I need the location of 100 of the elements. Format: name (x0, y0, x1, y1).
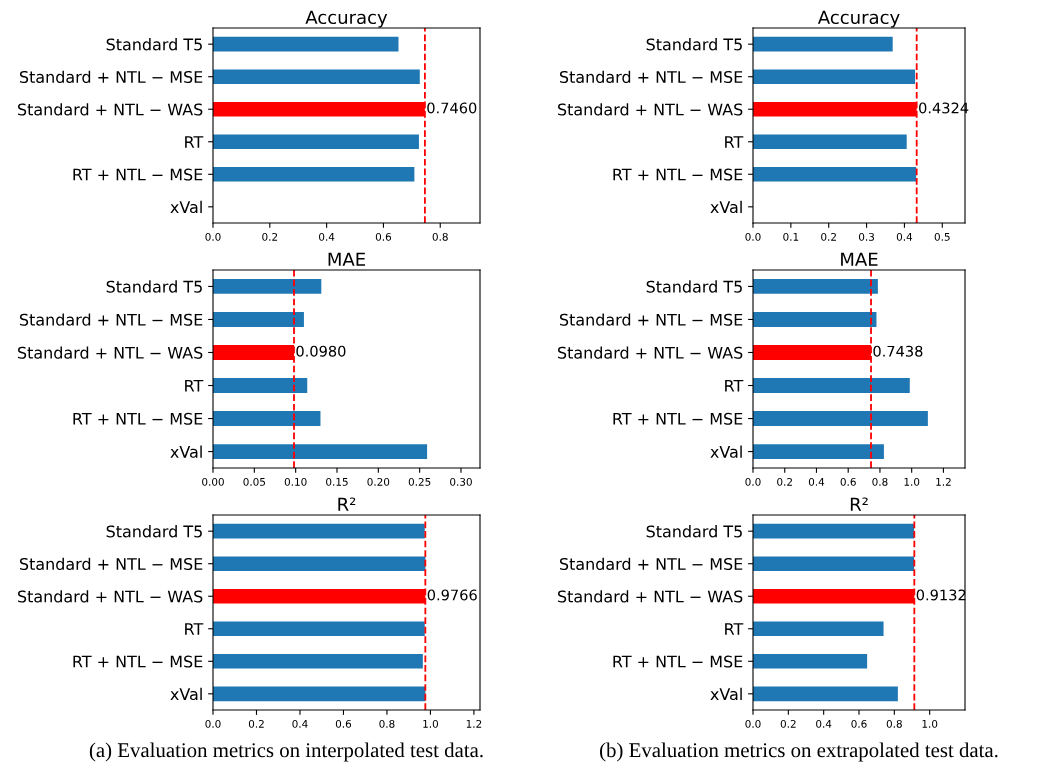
x-tick-label: 0.6 (840, 477, 856, 486)
x-tick-label: 0.2 (248, 719, 264, 728)
bar (213, 36, 399, 52)
y-tick-label: xVal (710, 687, 742, 701)
bar (753, 279, 878, 294)
bar (753, 312, 877, 327)
x-tick-label: 0.4 (319, 232, 335, 241)
y-tick-label: RT + NTL − MSE (613, 412, 743, 425)
y-tick-label: RT + NTL − MSE (613, 655, 743, 668)
y-tick-label: Standard T5 (646, 525, 742, 538)
y-tick-label: RT (725, 136, 744, 148)
y-tick-label: Standard + NTL − WAS (18, 103, 203, 116)
x-tick-label: 0.6 (851, 719, 867, 728)
y-tick-label: Standard + NTL − MSE (559, 313, 743, 326)
bar (753, 378, 910, 393)
y-tick-label: xVal (170, 687, 202, 701)
x-tick-label: 0.5 (934, 232, 950, 241)
y-tick-label: RT + NTL − MSE (73, 168, 203, 181)
y-tick-label: xVal (170, 445, 202, 458)
y-tick-label: xVal (170, 200, 202, 214)
x-tick-label: 0.1 (783, 232, 799, 241)
y-tick-label: Standard + NTL − WAS (18, 590, 203, 603)
bar (213, 279, 322, 294)
text: (b) Evaluation metrics on extrapolated test data. (600, 742, 998, 762)
x-tick-label: 0.30 (450, 477, 472, 486)
y-tick-label: Standard + NTL − WAS (558, 590, 743, 603)
y-tick-label: RT (185, 136, 204, 148)
y-tick-label: Standard + NTL − MSE (19, 70, 203, 83)
x-tick-label: 0.0 (745, 477, 761, 486)
y-tick-label: Standard + NTL − WAS (18, 346, 203, 359)
bar (753, 444, 884, 459)
x-tick-label: 0.0 (205, 232, 221, 241)
x-tick-label: 0.10 (284, 477, 307, 486)
x-tick-label: 0.4 (808, 477, 825, 486)
y-tick-label: Standard T5 (646, 280, 742, 293)
y-tick-label: Standard T5 (646, 38, 742, 51)
bar (213, 411, 321, 426)
chart-title: MAE (328, 252, 366, 266)
chart-title: Accuracy (305, 10, 388, 28)
x-tick-label: 1.2 (936, 477, 951, 486)
x-tick-label: 0.8 (432, 232, 448, 241)
x-tick-label: 0.3 (858, 232, 875, 241)
chart-title: R² (338, 497, 356, 511)
x-tick-label: 0.4 (896, 232, 913, 241)
y-tick-label: Standard + NTL − WAS (558, 346, 743, 359)
y-tick-label: RT (725, 623, 744, 635)
bar (213, 378, 308, 393)
x-tick-label: 0.2 (780, 719, 796, 728)
x-tick-label: 0.25 (408, 477, 431, 486)
bar (753, 686, 898, 702)
text: (a) Evaluation metrics on interpolated test data. (89, 742, 483, 762)
bar (213, 69, 420, 85)
chart-title: MAE (841, 252, 878, 266)
chart-title: Accuracy (817, 10, 900, 28)
y-tick-label: Standard + NTL − MSE (559, 557, 743, 570)
bar (213, 166, 415, 182)
bar (753, 556, 915, 572)
x-tick-label: 0.0 (205, 719, 221, 728)
x-tick-label: 0.8 (886, 719, 902, 728)
bar (753, 523, 915, 539)
y-tick-label: RT + NTL − MSE (613, 168, 743, 181)
x-tick-label: 0.2 (777, 477, 792, 486)
x-tick-label: 0.8 (379, 719, 395, 728)
x-tick-label: 1.2 (466, 719, 482, 728)
y-tick-label: Standard T5 (106, 38, 202, 51)
data-label: 0.7438 (873, 345, 923, 357)
bar (213, 444, 428, 459)
y-tick-label: Standard + NTL − WAS (558, 103, 743, 116)
y-tick-label: RT (725, 379, 744, 392)
x-tick-label: 0.2 (821, 232, 836, 241)
x-tick-label: 0.4 (816, 719, 832, 728)
x-tick-label: 0.6 (375, 232, 392, 241)
x-tick-label: 1.0 (922, 719, 938, 728)
bar (753, 621, 884, 637)
x-tick-label: 1.0 (423, 719, 439, 728)
y-tick-label: Standard + NTL − MSE (19, 313, 203, 326)
chart-title: R² (850, 497, 868, 511)
x-tick-label: 0.15 (326, 477, 348, 486)
x-tick-label: 0.8 (872, 477, 888, 486)
y-tick-label: RT + NTL − MSE (73, 655, 203, 668)
bar (213, 312, 304, 327)
x-tick-label: 0.4 (292, 719, 308, 728)
y-tick-label: Standard T5 (106, 525, 202, 538)
x-tick-label: 0.6 (335, 719, 352, 728)
data-label: 0.0980 (296, 345, 346, 357)
x-tick-label: 0.20 (367, 477, 390, 486)
y-tick-label: RT (185, 623, 204, 635)
bar (753, 411, 928, 426)
x-tick-label: 0.2 (262, 232, 278, 241)
y-tick-label: RT + NTL − MSE (73, 412, 203, 425)
x-tick-label: 0.00 (202, 477, 224, 486)
y-tick-label: xVal (710, 445, 742, 458)
y-tick-label: Standard T5 (106, 280, 202, 293)
y-tick-label: Standard + NTL − MSE (19, 557, 203, 570)
y-tick-label: xVal (710, 200, 742, 214)
data-label: 0.7460 (427, 102, 477, 114)
y-tick-label: RT (185, 379, 204, 392)
data-label: 0.9766 (427, 589, 477, 601)
x-tick-label: 0.0 (745, 232, 761, 241)
x-tick-label: 0.0 (745, 719, 761, 728)
